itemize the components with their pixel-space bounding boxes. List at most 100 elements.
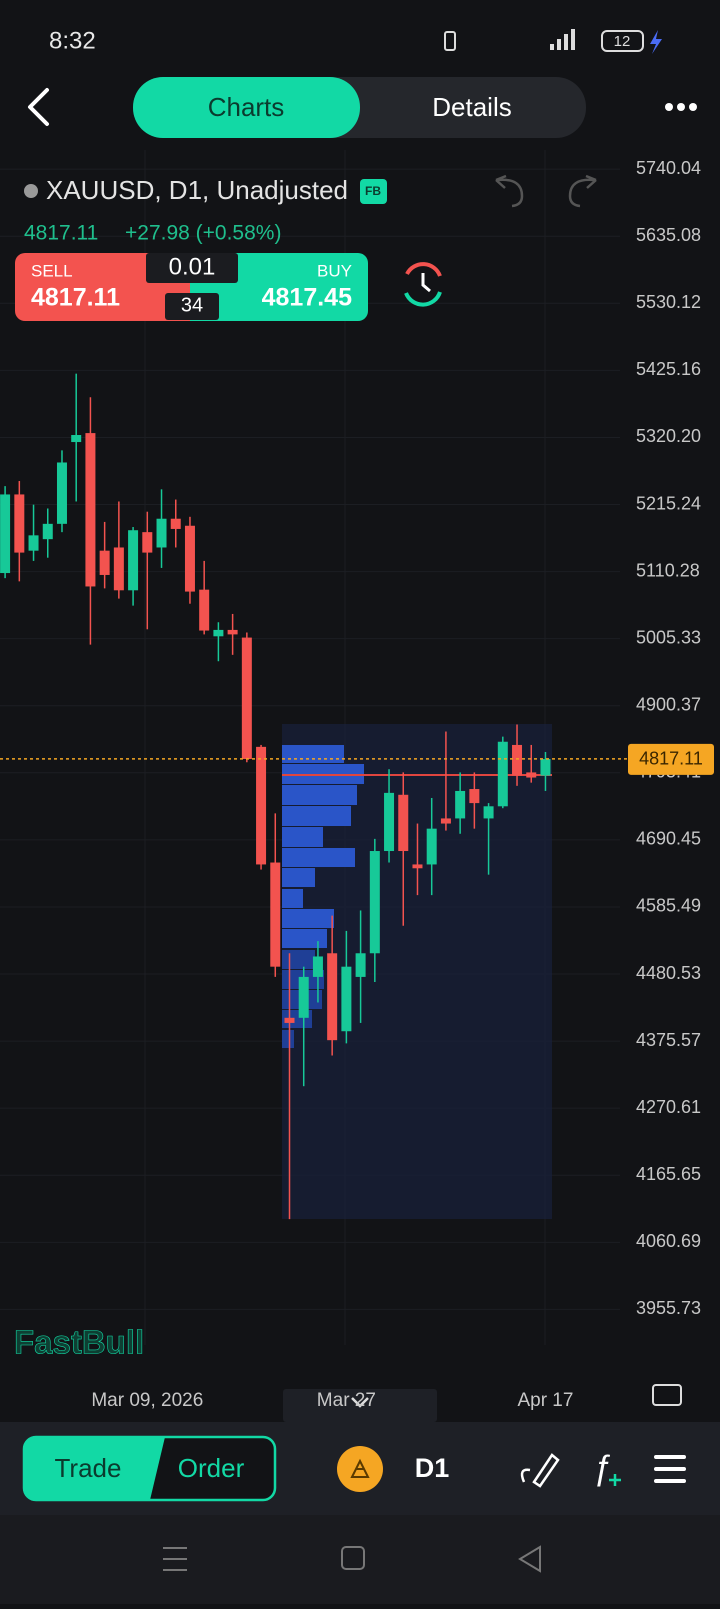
x-tick-label: Mar 27 <box>317 1390 376 1411</box>
clock: 8:32 <box>49 27 96 54</box>
y-tick-label: 5740.04 <box>636 158 701 178</box>
y-tick-label: 4165.65 <box>636 1164 701 1184</box>
candle-body <box>483 806 494 819</box>
chevron <box>351 1397 369 1408</box>
candle-body <box>398 794 409 852</box>
candle-body <box>170 518 181 529</box>
brand-watermark: FastBull <box>14 1324 144 1361</box>
fb-badge <box>360 179 387 204</box>
candle-body <box>156 518 167 548</box>
candle-body <box>341 966 352 1032</box>
candle-body <box>0 494 11 574</box>
x-tick-label: Mar 09, 2026 <box>91 1390 203 1411</box>
profile-bar <box>282 745 344 763</box>
y-axis: 5740.04 5635.08 5530.12 5425.16 5320.20 5215.… <box>636 158 701 1318</box>
spread: 34 <box>181 294 203 316</box>
profile-bar <box>282 848 355 867</box>
candle-body <box>312 956 323 977</box>
quick-trade-icon[interactable] <box>404 262 442 307</box>
candle-body <box>540 759 551 776</box>
indicator-plus <box>609 1474 621 1486</box>
tab-active[interactable] <box>133 77 360 138</box>
y-tick-label: 3955.73 <box>636 1298 701 1318</box>
last-price-badge <box>628 743 714 775</box>
sell-label: SELL <box>31 261 73 280</box>
fullscreen-button[interactable] <box>652 1384 682 1406</box>
nav-home[interactable] <box>341 1546 365 1570</box>
candle-body <box>497 741 508 807</box>
candle-body <box>227 629 238 635</box>
gold-glyph <box>350 1458 370 1478</box>
profile-bar <box>282 868 315 887</box>
y-tick-label: 4270.61 <box>636 1097 701 1117</box>
candle-body <box>14 494 25 553</box>
tab-charts[interactable]: Charts <box>208 92 285 122</box>
trade-tab-bg[interactable] <box>24 1437 165 1500</box>
y-tick-label: 5425.16 <box>636 359 701 379</box>
candle-body <box>42 523 53 540</box>
arc <box>405 262 442 277</box>
more-button[interactable] <box>665 103 697 111</box>
profile-bar <box>282 785 357 805</box>
buy-label: BUY <box>317 261 352 280</box>
clock-hand <box>421 273 431 293</box>
timeframe-button[interactable]: D1 <box>415 1453 450 1483</box>
y-tick-label: 4060.69 <box>636 1231 701 1251</box>
battery-level: 12 <box>614 33 631 50</box>
nav-recent[interactable] <box>163 1547 187 1571</box>
profile-bar <box>282 1030 294 1048</box>
buy-price: 4817.45 <box>262 284 352 312</box>
dot <box>689 103 697 111</box>
candle-body <box>28 535 39 551</box>
candle-body <box>284 1017 295 1023</box>
y-tick-label: 5320.20 <box>636 426 701 446</box>
x-axis: Mar 09, 2026 Mar 27 Apr 17 <box>91 1390 573 1411</box>
y-tick-label: 5005.33 <box>636 627 701 647</box>
y-tick-label: 4900.37 <box>636 694 701 714</box>
vibrate-icon <box>444 31 456 51</box>
candle-body <box>142 532 153 553</box>
back-button[interactable] <box>28 88 49 126</box>
candle-body <box>256 746 267 865</box>
trade-button[interactable]: Trade <box>55 1453 122 1483</box>
candle-body <box>355 953 366 977</box>
price: 4817.11 <box>24 222 98 245</box>
plot <box>0 373 551 1220</box>
candle-body <box>99 550 110 575</box>
trade-panel: SELL 4817.11 BUY 4817.45 0.01 34 <box>15 253 368 321</box>
candle-body <box>526 772 537 778</box>
candle-body <box>455 790 466 819</box>
profile-bar <box>282 950 315 969</box>
y-tick-label: 5635.08 <box>636 225 701 245</box>
order-button[interactable]: Order <box>178 1453 245 1483</box>
arc <box>404 291 442 307</box>
candle-body <box>327 953 338 1041</box>
nav-back[interactable] <box>518 1545 541 1573</box>
price-change: +27.98 (+0.58%) <box>125 222 281 245</box>
fb-badge-text: FB <box>365 184 381 198</box>
charging-icon <box>650 30 662 54</box>
profile-bar <box>282 889 303 908</box>
draw-tool[interactable] <box>520 1453 560 1488</box>
tab-details[interactable]: Details <box>432 92 511 122</box>
volume-profile <box>282 724 552 1219</box>
x-tick-label: Apr 17 <box>517 1390 573 1411</box>
candle-body <box>199 589 210 631</box>
status-icons: 12 <box>444 29 662 54</box>
candle-body <box>426 828 437 865</box>
signal <box>564 34 568 50</box>
symbol-name: XAUUSD, D1, Unadjusted <box>46 175 348 205</box>
undo-button[interactable] <box>495 174 524 208</box>
redo-button[interactable] <box>568 174 597 208</box>
candle-body <box>384 792 395 852</box>
nav-bar <box>0 1515 720 1604</box>
indicator-tool[interactable]: ƒ <box>593 1449 612 1488</box>
lot-box[interactable] <box>146 253 238 283</box>
signal <box>557 39 561 50</box>
last-price-label: 4817.11 <box>639 749 703 769</box>
y-tick-label: 5530.12 <box>636 292 701 312</box>
signal <box>550 44 554 50</box>
candle-body <box>270 862 281 967</box>
menu-button[interactable] <box>654 1455 686 1483</box>
